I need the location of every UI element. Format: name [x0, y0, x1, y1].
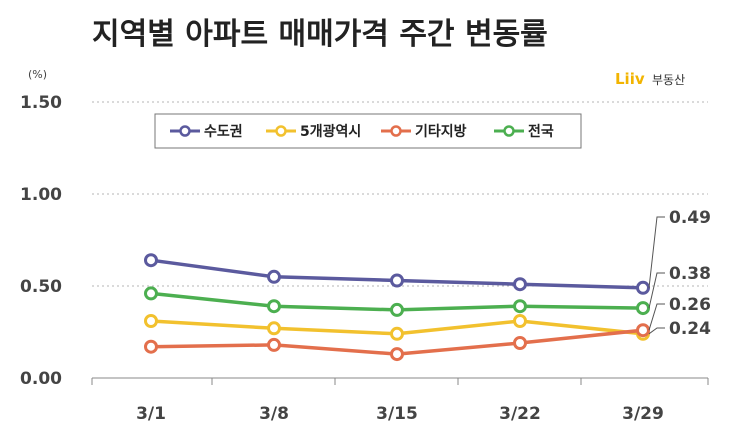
legend: 수도권 5개광역시 기타지방 전국	[154, 113, 582, 149]
end-value-label: 0.24	[669, 319, 711, 339]
legend-label: 기타지방	[415, 123, 467, 140]
series-group	[144, 253, 650, 362]
legend-label: 5개광역시	[300, 123, 361, 140]
x-tick-label: 3/1	[136, 404, 166, 424]
legend-swatch-marker	[179, 125, 191, 137]
legend-swatch-marker	[275, 125, 287, 137]
end-labels: 0.49 0.38 0.26 0.24	[648, 208, 711, 339]
data-point	[513, 277, 527, 292]
leader-line	[648, 303, 665, 331]
data-point	[267, 321, 281, 336]
data-point	[144, 253, 158, 268]
x-tick-label: 3/29	[622, 404, 664, 424]
chart-title: 지역별 아파트 매매가격 주간 변동률	[92, 17, 548, 52]
x-tick-label: 3/22	[499, 404, 541, 424]
brand-logo: Liiv 부동산	[615, 70, 685, 88]
data-point	[390, 273, 404, 288]
y-tick-label: 1.00	[20, 185, 62, 205]
data-point	[513, 299, 527, 314]
end-value-label: 0.26	[669, 295, 711, 315]
leader-line	[648, 216, 665, 288]
end-value-label: 0.38	[669, 264, 711, 284]
legend-swatch-marker	[390, 125, 402, 137]
data-point	[390, 347, 404, 362]
y-unit-label: (%)	[28, 68, 47, 81]
y-tick-label: 0.50	[20, 277, 62, 297]
x-axis: 3/1 3/8 3/15 3/22 3/29	[91, 377, 709, 424]
leader-line	[648, 327, 665, 335]
data-point	[513, 314, 527, 328]
y-axis-ticks: 0.00 0.50 1.00 1.50	[20, 93, 62, 389]
y-tick-label: 1.50	[20, 93, 62, 113]
data-point	[513, 336, 527, 350]
data-point	[636, 301, 650, 316]
data-point	[267, 299, 281, 314]
data-point	[390, 302, 404, 317]
y-tick-label: 0.00	[20, 369, 62, 389]
data-point	[636, 323, 650, 338]
brand-logo-mark: Liiv	[615, 70, 645, 88]
end-value-label: 0.49	[669, 208, 711, 228]
brand-name: 부동산	[652, 73, 685, 87]
x-tick-label: 3/8	[259, 404, 289, 424]
data-point	[144, 314, 158, 328]
leader-line	[648, 272, 665, 309]
data-point	[144, 286, 158, 301]
data-point	[636, 280, 650, 295]
legend-label: 수도권	[204, 124, 243, 140]
legend-label: 전국	[528, 123, 554, 140]
data-point	[390, 326, 404, 341]
legend-swatch-marker	[503, 125, 515, 137]
data-point	[267, 269, 281, 284]
data-point	[267, 337, 281, 352]
data-point	[144, 339, 158, 354]
x-tick-label: 3/15	[376, 404, 418, 424]
